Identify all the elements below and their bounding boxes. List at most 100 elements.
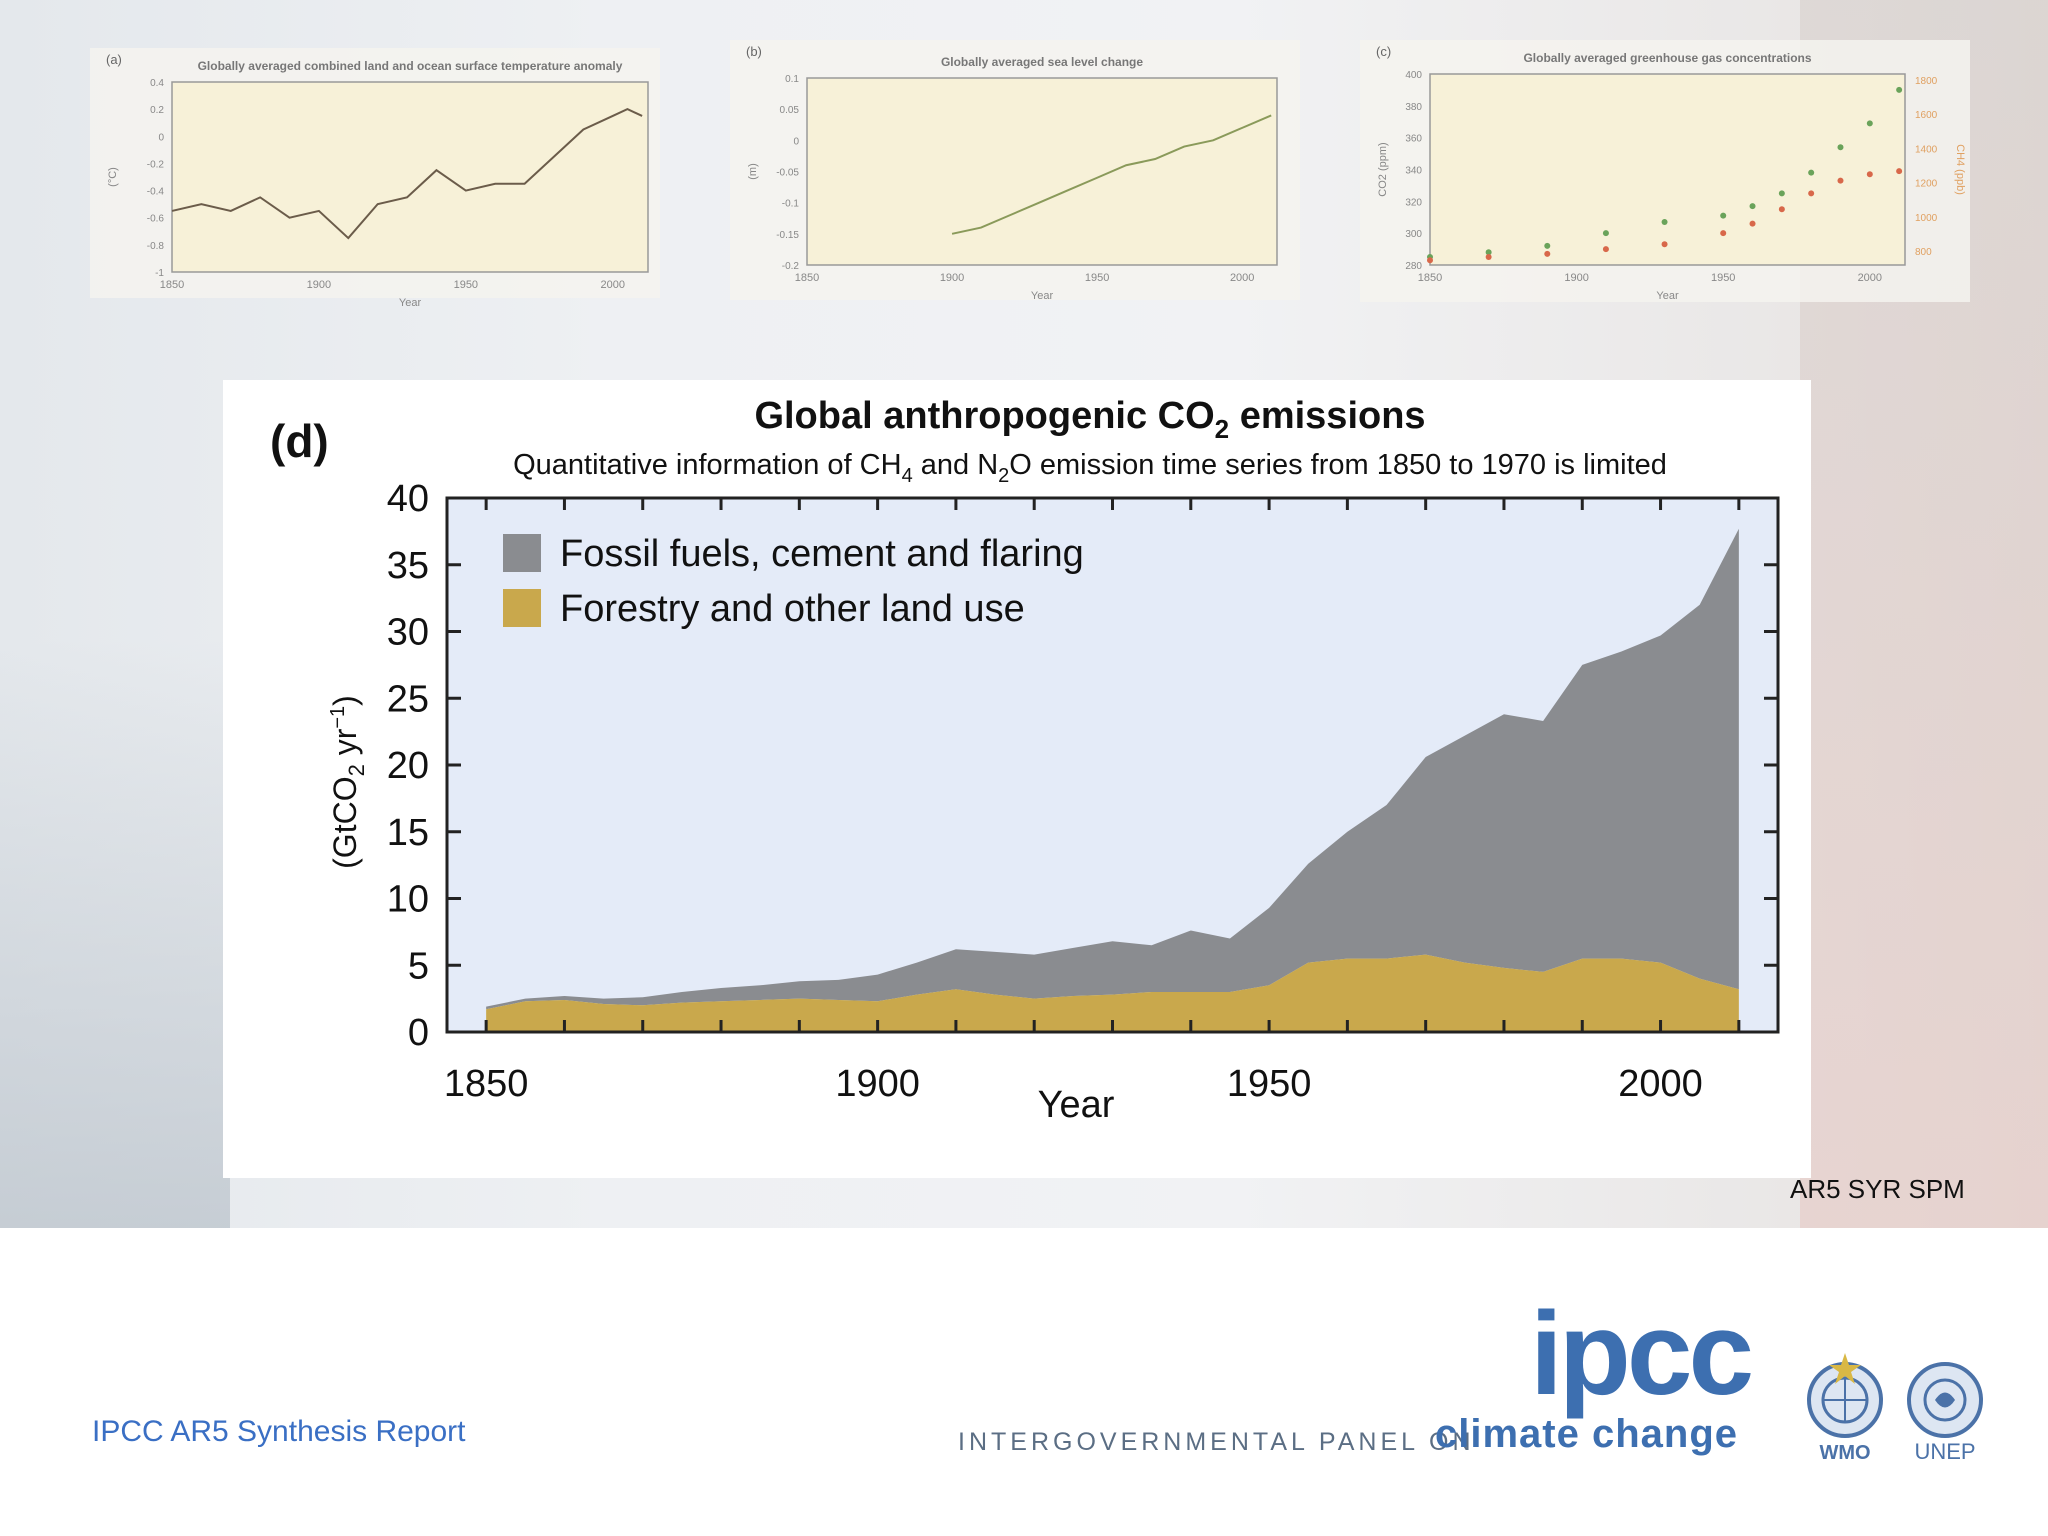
- background-city-silhouette: [0, 640, 230, 1228]
- panel-point: [1808, 169, 1815, 176]
- panel-y-tick-label: 0.2: [150, 105, 164, 116]
- panel-y-right-tick-label: 1000: [1915, 213, 1938, 224]
- panel-y-right-tick-label: 800: [1915, 247, 1932, 258]
- y-tick-label: 10: [387, 879, 429, 921]
- panel-y-tick-label: -0.6: [147, 214, 165, 225]
- panel-label-d: (d): [270, 415, 329, 467]
- small-panels: (a) Globally averaged combined land and o…: [90, 40, 1970, 309]
- panel-x-tick-label: 1850: [795, 272, 819, 284]
- y-tick-label: 15: [387, 812, 429, 854]
- panel-y-right-label: CH4 (ppb): [1954, 144, 1966, 195]
- panel-y-tick-label: 0.1: [785, 74, 799, 85]
- panel-y-label: (m): [747, 163, 759, 180]
- panel-point: [1778, 190, 1785, 197]
- x-tick-label: 1950: [1227, 1063, 1312, 1105]
- x-tick-label: 2000: [1618, 1063, 1703, 1105]
- panel-y-label: CO2 (ppm): [1377, 142, 1389, 196]
- panel-series-line: [951, 114, 1272, 235]
- panel-label: (a): [106, 52, 122, 67]
- panel-series-line: [171, 108, 643, 240]
- chart-title: Global anthropogenic CO2 emissions: [754, 395, 1425, 444]
- panel-point: [1896, 168, 1903, 175]
- panel-y-tick-label: 340: [1405, 166, 1422, 177]
- panel-y-right-tick-label: 1400: [1915, 144, 1938, 155]
- panel-y-tick-label: 360: [1405, 134, 1422, 145]
- panel-y-tick-label: -0.1: [782, 199, 800, 210]
- y-tick-label: 40: [387, 478, 429, 520]
- legend-label-fossil: Fossil fuels, cement and flaring: [560, 533, 1084, 575]
- unep-label: UNEP: [1914, 1439, 1975, 1464]
- legend-swatch-fossil: [503, 534, 541, 572]
- panel-point: [1720, 212, 1727, 219]
- ipcc-org-prefix: INTERGOVERNMENTAL PANEL ON: [958, 1428, 1475, 1456]
- y-tick-label: 5: [408, 945, 429, 987]
- panel-point: [1544, 250, 1551, 257]
- panel-y-tick-label: 300: [1405, 229, 1422, 240]
- chart-subtitle: Quantitative information of CH4 and N2O …: [513, 449, 1667, 487]
- panel-point: [1661, 241, 1668, 248]
- panel-point: [1749, 220, 1756, 227]
- panel-y-tick-label: -0.8: [147, 241, 165, 252]
- ipcc-org-suffix: climate change: [1435, 1412, 1739, 1456]
- panel-plot-area: [806, 77, 1278, 266]
- panel-title: Globally averaged combined land and ocea…: [198, 59, 623, 73]
- legend-label-land: Forestry and other land use: [560, 588, 1025, 630]
- main-chart: (d) Global anthropogenic CO2 emissions Q…: [270, 395, 1780, 1126]
- panel-x-tick-label: 2000: [1858, 272, 1882, 284]
- panel-x-tick-label: 2000: [1230, 272, 1254, 284]
- x-axis-label: Year: [1038, 1084, 1115, 1126]
- panel-x-tick-label: 1950: [1711, 272, 1735, 284]
- unep-emblem-icon: [1907, 1362, 1983, 1438]
- y-axis-label: (GtCO2 yr−1): [327, 695, 369, 869]
- panel-x-tick-label: 1850: [160, 279, 184, 291]
- panel-title: Globally averaged sea level change: [941, 55, 1143, 69]
- panel-y-label: (°C): [107, 167, 119, 187]
- panel-plot-area: [171, 81, 649, 273]
- panel-point: [1749, 203, 1756, 210]
- footer-area: [0, 1228, 2048, 1536]
- panel-y-right-tick-label: 1800: [1915, 76, 1938, 87]
- panel-point: [1602, 230, 1609, 237]
- panel-y-tick-label: 380: [1405, 102, 1422, 113]
- panel-point: [1778, 206, 1785, 213]
- y-tick-label: 35: [387, 545, 429, 587]
- panel-y-right-tick-label: 1600: [1915, 110, 1938, 121]
- footer-report-title[interactable]: IPCC AR5 Synthesis Report: [92, 1415, 466, 1448]
- wmo-emblem-icon: [1807, 1353, 1883, 1438]
- panel-x-tick-label: 2000: [600, 279, 624, 291]
- panel-y-tick-label: -0.15: [776, 230, 799, 241]
- panel-x-tick-label: 1950: [1085, 272, 1109, 284]
- panel-point: [1720, 230, 1727, 237]
- x-tick-label: 1850: [444, 1063, 529, 1105]
- panel-x-label: Year: [1031, 290, 1054, 302]
- panel-point: [1866, 120, 1873, 127]
- panel-point: [1837, 144, 1844, 151]
- panel-point: [1485, 249, 1492, 256]
- panel-label: (c): [1376, 44, 1391, 59]
- panel-y-tick-label: -0.05: [776, 168, 799, 179]
- panel-x-tick-label: 1950: [454, 279, 478, 291]
- panel-point: [1866, 171, 1873, 178]
- panel-x-label: Year: [1656, 290, 1679, 302]
- area-forestry-land-use: [486, 954, 1739, 1032]
- panel-y-tick-label: -0.2: [147, 159, 165, 170]
- panel-label: (b): [746, 44, 762, 59]
- panel-y-tick-label: 280: [1405, 261, 1422, 272]
- panel-x-tick-label: 1900: [940, 272, 964, 284]
- panel-y-tick-label: 320: [1405, 197, 1422, 208]
- panel-point: [1808, 190, 1815, 197]
- y-tick-label: 0: [408, 1012, 429, 1054]
- panel-point: [1485, 254, 1492, 261]
- panel-point: [1896, 86, 1903, 93]
- panel-point: [1602, 246, 1609, 253]
- panel-plot-area: [1429, 73, 1906, 266]
- panel-y-tick-label: 0: [793, 136, 799, 147]
- y-tick-label: 20: [387, 745, 429, 787]
- panel-y-tick-label: -0.2: [782, 261, 800, 272]
- partner-logos: WMO UNEP: [1807, 1353, 1983, 1464]
- x-tick-label: 1900: [835, 1063, 920, 1105]
- panel-point: [1544, 242, 1551, 249]
- area-fossil-fuels: [486, 528, 1739, 1010]
- panel-y-tick-label: 400: [1405, 70, 1422, 81]
- y-tick-label: 25: [387, 678, 429, 720]
